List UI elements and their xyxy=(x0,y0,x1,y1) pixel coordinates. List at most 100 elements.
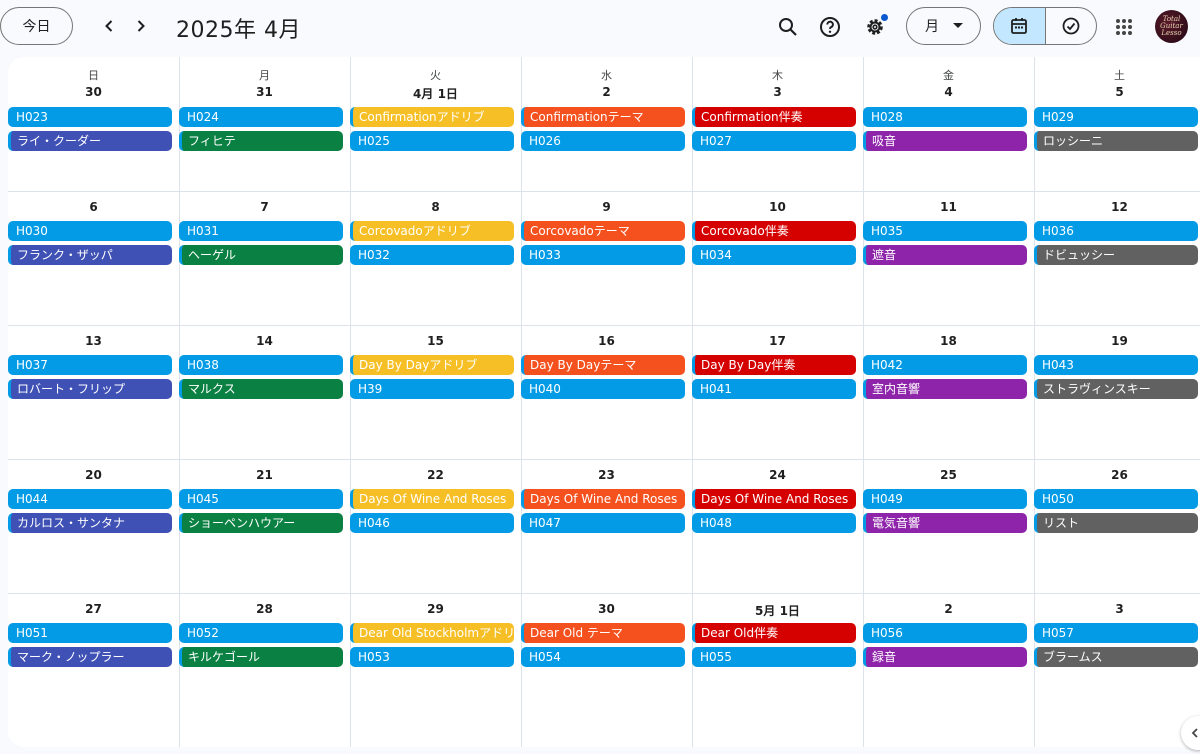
calendar-event[interactable]: H036 xyxy=(1034,221,1198,241)
calendar-event[interactable]: 遮音 xyxy=(863,244,1027,265)
calendar-event[interactable]: ライ・クーダー xyxy=(8,130,172,151)
calendar-event[interactable]: H046 xyxy=(350,512,514,533)
date-number[interactable]: 23 xyxy=(598,468,615,482)
calendar-event[interactable]: Corcovadoテーマ xyxy=(521,221,685,241)
date-number[interactable]: 2 xyxy=(944,602,953,616)
date-number[interactable]: 12 xyxy=(1111,200,1128,214)
date-number[interactable]: 25 xyxy=(940,468,957,482)
calendar-event[interactable]: ストラヴィンスキー xyxy=(1034,378,1198,399)
date-number[interactable]: 28 xyxy=(256,602,273,616)
calendar-event[interactable]: キルケゴール xyxy=(179,646,343,667)
calendar-event[interactable]: H053 xyxy=(350,646,514,667)
today-button[interactable]: 今日 xyxy=(0,7,73,45)
calendar-event[interactable]: H030 xyxy=(8,221,172,241)
date-number[interactable]: 15 xyxy=(427,334,444,348)
date-number[interactable]: 24 xyxy=(769,468,786,482)
calendar-event[interactable]: H031 xyxy=(179,221,343,241)
calendar-event[interactable]: 録音 xyxy=(863,646,1027,667)
date-number[interactable]: 11 xyxy=(940,200,957,214)
calendar-event[interactable]: フィヒテ xyxy=(179,130,343,151)
date-number[interactable]: 9 xyxy=(602,200,611,214)
date-number[interactable]: 7 xyxy=(260,200,269,214)
calendar-event[interactable]: H051 xyxy=(8,623,172,643)
calendar-event[interactable]: H038 xyxy=(179,355,343,375)
calendar-event[interactable]: フランク・ザッパ xyxy=(8,244,172,265)
calendar-event[interactable]: Dear Old テーマ xyxy=(521,623,685,643)
date-number[interactable]: 30 xyxy=(85,85,102,99)
calendar-event[interactable]: H054 xyxy=(521,646,685,667)
date-number[interactable]: 8 xyxy=(431,200,440,214)
calendar-event[interactable]: Confirmationアドリブ xyxy=(350,107,514,127)
date-number[interactable]: 6 xyxy=(89,200,98,214)
calendar-event[interactable]: H047 xyxy=(521,512,685,533)
calendar-event[interactable]: H027 xyxy=(692,130,856,151)
calendar-event[interactable]: Days Of Wine And Roses xyxy=(350,489,514,509)
calendar-event[interactable]: H041 xyxy=(692,378,856,399)
calendar-event[interactable]: H045 xyxy=(179,489,343,509)
date-number[interactable]: 5月 1日 xyxy=(755,604,800,618)
calendar-event[interactable]: H043 xyxy=(1034,355,1198,375)
calendar-event[interactable]: H028 xyxy=(863,107,1027,127)
account-avatar[interactable]: Total Guitar Lesso xyxy=(1155,10,1188,43)
tasks-view-toggle[interactable] xyxy=(1044,8,1097,44)
prev-month-button[interactable] xyxy=(93,10,125,42)
calendar-event[interactable]: カルロス・サンタナ xyxy=(8,512,172,533)
calendar-event[interactable]: H057 xyxy=(1034,623,1198,643)
date-number[interactable]: 3 xyxy=(1115,602,1124,616)
apps-button[interactable] xyxy=(1106,9,1142,45)
calendar-event[interactable]: H037 xyxy=(8,355,172,375)
calendar-event[interactable]: H048 xyxy=(692,512,856,533)
next-month-button[interactable] xyxy=(125,10,157,42)
calendar-event[interactable]: ショーペンハウアー xyxy=(179,512,343,533)
date-number[interactable]: 20 xyxy=(85,468,102,482)
side-panel-toggle[interactable] xyxy=(1181,716,1200,750)
date-number[interactable]: 19 xyxy=(1111,334,1128,348)
calendar-event[interactable]: ブラームス xyxy=(1034,646,1198,667)
calendar-event[interactable]: H024 xyxy=(179,107,343,127)
calendar-event[interactable]: H056 xyxy=(863,623,1027,643)
calendar-event[interactable]: Dear Old Stockholmアドリブ xyxy=(350,623,514,643)
date-number[interactable]: 4 xyxy=(944,85,953,99)
calendar-event[interactable]: H040 xyxy=(521,378,685,399)
calendar-view-toggle[interactable] xyxy=(994,8,1045,44)
date-number[interactable]: 10 xyxy=(769,200,786,214)
calendar-event[interactable]: ロッシーニ xyxy=(1034,130,1198,151)
calendar-event[interactable]: H39 xyxy=(350,378,514,399)
calendar-event[interactable]: H034 xyxy=(692,244,856,265)
calendar-event[interactable]: H033 xyxy=(521,244,685,265)
calendar-event[interactable]: H026 xyxy=(521,130,685,151)
help-button[interactable] xyxy=(812,9,848,45)
calendar-event[interactable]: H050 xyxy=(1034,489,1198,509)
calendar-event[interactable]: マーク・ノップラー xyxy=(8,646,172,667)
calendar-event[interactable]: Days Of Wine And Roses xyxy=(692,489,856,509)
calendar-event[interactable]: Confirmation伴奏 xyxy=(692,107,856,127)
calendar-event[interactable]: H025 xyxy=(350,130,514,151)
calendar-event[interactable]: 電気音響 xyxy=(863,512,1027,533)
calendar-event[interactable]: H023 xyxy=(8,107,172,127)
date-number[interactable]: 27 xyxy=(85,602,102,616)
calendar-event[interactable]: H052 xyxy=(179,623,343,643)
date-number[interactable]: 22 xyxy=(427,468,444,482)
date-number[interactable]: 21 xyxy=(256,468,273,482)
calendar-event[interactable]: Day By Dayアドリブ xyxy=(350,355,514,375)
date-number[interactable]: 31 xyxy=(256,85,273,99)
date-number[interactable]: 4月 1日 xyxy=(413,87,458,101)
date-number[interactable]: 17 xyxy=(769,334,786,348)
calendar-event[interactable]: Corcovadoアドリブ xyxy=(350,221,514,241)
calendar-event[interactable]: H032 xyxy=(350,244,514,265)
calendar-event[interactable]: 室内音響 xyxy=(863,378,1027,399)
calendar-event[interactable]: H055 xyxy=(692,646,856,667)
calendar-event[interactable]: H042 xyxy=(863,355,1027,375)
date-number[interactable]: 5 xyxy=(1115,85,1124,99)
calendar-event[interactable]: マルクス xyxy=(179,378,343,399)
date-number[interactable]: 13 xyxy=(85,334,102,348)
calendar-event[interactable]: Dear Old伴奏 xyxy=(692,623,856,643)
calendar-event[interactable]: ヘーゲル xyxy=(179,244,343,265)
date-number[interactable]: 2 xyxy=(602,85,611,99)
calendar-event[interactable]: Day By Day伴奏 xyxy=(692,355,856,375)
date-number[interactable]: 14 xyxy=(256,334,273,348)
calendar-event[interactable]: H049 xyxy=(863,489,1027,509)
calendar-event[interactable]: リスト xyxy=(1034,512,1198,533)
search-button[interactable] xyxy=(770,9,806,45)
date-number[interactable]: 3 xyxy=(773,85,782,99)
